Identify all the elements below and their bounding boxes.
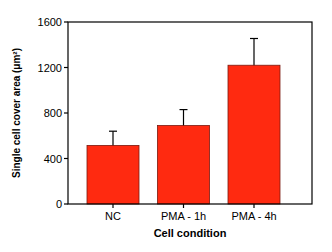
error-cap bbox=[250, 38, 258, 39]
y-tick-label: 400 bbox=[44, 153, 62, 165]
chart: 0 400 800 1200 1600 NC PMA - 1h PMA - 4h Cell co… bbox=[0, 0, 332, 252]
y-tick bbox=[64, 112, 68, 113]
y-tick bbox=[64, 203, 68, 204]
y-tick bbox=[64, 67, 68, 68]
y-tick bbox=[64, 158, 68, 159]
error-cap bbox=[109, 131, 117, 132]
x-tick bbox=[183, 204, 184, 208]
y-tick bbox=[64, 21, 68, 22]
x-tick-label: NC bbox=[105, 210, 121, 222]
y-axis-label: Single cell cover area (μm²) bbox=[11, 48, 22, 178]
bar bbox=[228, 65, 280, 204]
y-tick-label: 1600 bbox=[38, 16, 62, 28]
x-tick bbox=[253, 204, 254, 208]
y-tick-label: 0 bbox=[56, 198, 62, 210]
bar bbox=[158, 126, 210, 204]
x-tick bbox=[112, 204, 113, 208]
x-tick-label: PMA - 1h bbox=[161, 210, 206, 222]
x-axis-label: Cell condition bbox=[154, 227, 227, 239]
bar bbox=[87, 145, 139, 204]
y-tick-label: 800 bbox=[44, 107, 62, 119]
plot-frame bbox=[68, 22, 312, 204]
x-tick-label: PMA - 4h bbox=[231, 210, 276, 222]
error-cap bbox=[180, 109, 188, 110]
y-tick-label: 1200 bbox=[38, 62, 62, 74]
